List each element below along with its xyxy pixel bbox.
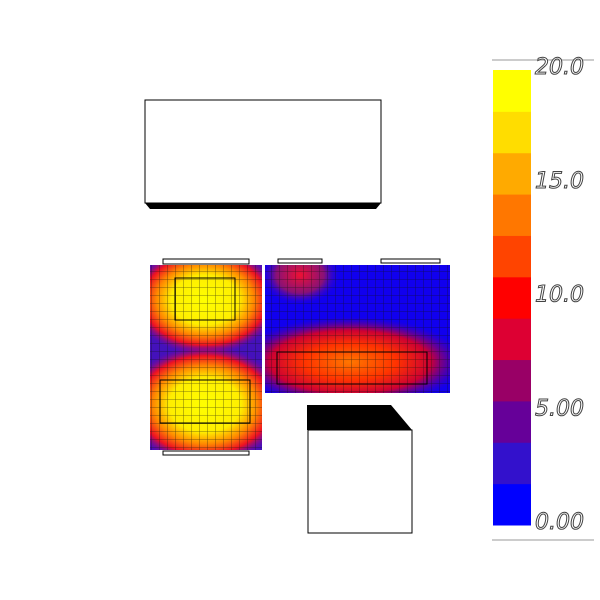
color-legend: 20.0 15.0 10.0 5.00 0.00 — [493, 55, 584, 536]
legend-label: 20.0 — [535, 55, 584, 80]
box-bottom — [307, 405, 413, 534]
legend-swatch — [493, 483, 531, 526]
legend-label: 0.00 — [535, 510, 584, 535]
legend-swatch — [493, 276, 531, 319]
legend-swatch — [493, 194, 531, 236]
legend-label: 15.0 — [535, 169, 584, 194]
outline — [174, 277, 236, 321]
box-top — [144, 99, 382, 209]
legend-label: 10.0 — [535, 283, 584, 308]
legend-swatch — [493, 359, 531, 402]
legend-swatch — [493, 318, 531, 361]
legend-swatch — [493, 70, 531, 112]
outline — [277, 258, 323, 264]
outline — [380, 258, 441, 264]
heatmap-left — [150, 265, 262, 450]
legend-swatch — [493, 400, 531, 443]
legend-swatch — [493, 111, 531, 154]
legend-swatch — [493, 442, 531, 485]
outline — [276, 351, 428, 385]
heatmap-right — [265, 265, 450, 393]
legend-swatch — [493, 235, 531, 278]
outline — [162, 450, 250, 456]
outline — [159, 379, 251, 424]
outline — [162, 258, 250, 265]
legend-swatch — [493, 152, 531, 195]
legend-label: 5.00 — [535, 396, 584, 421]
